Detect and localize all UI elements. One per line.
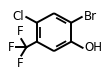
Text: F: F [8,41,14,54]
Text: Cl: Cl [13,10,24,23]
Text: Br: Br [84,10,97,23]
Text: OH: OH [85,41,103,54]
Text: F: F [17,57,24,70]
Text: F: F [17,25,24,38]
